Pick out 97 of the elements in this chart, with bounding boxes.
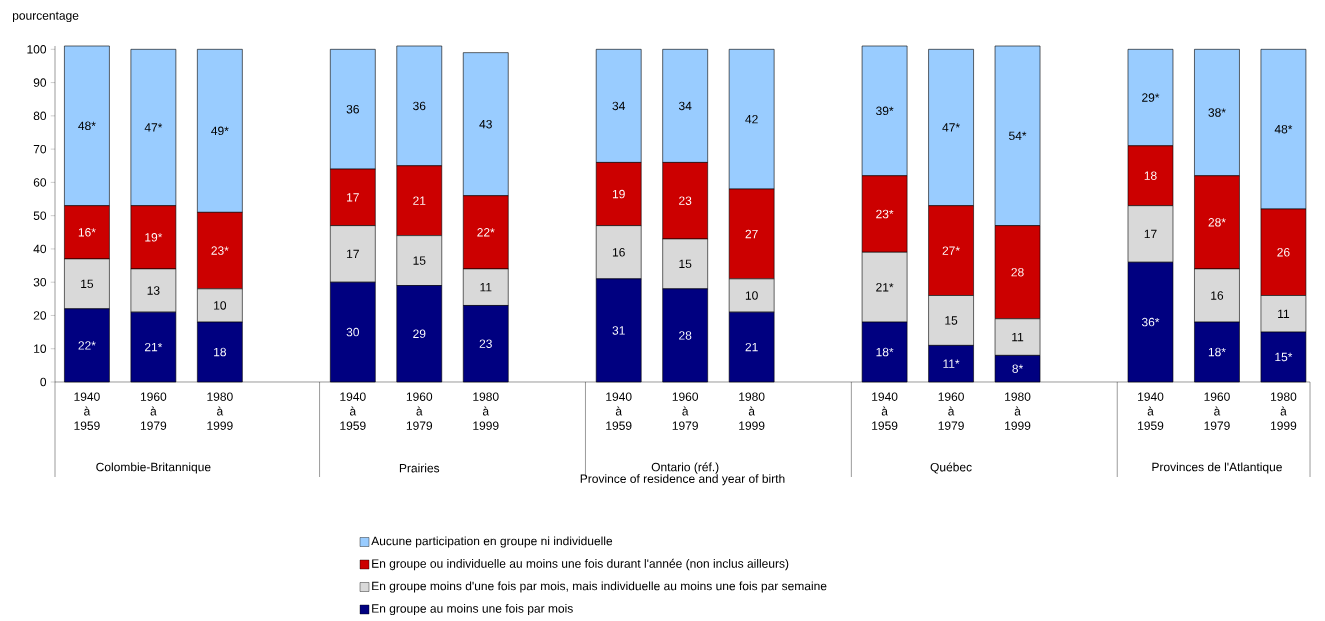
data-label: 34 (612, 101, 626, 111)
data-label: 17 (1144, 229, 1157, 239)
x-tick-label: 1960 à 1979 (672, 392, 699, 430)
legend-label: En groupe ou individuelle au moins une fois durant l'année (non inclus ailleurs) (372, 558, 789, 571)
data-label: 23* (876, 209, 894, 219)
y-tick-label: 10 (34, 344, 47, 353)
data-label: 36 (346, 104, 359, 114)
y-tick-label: 50 (33, 211, 47, 220)
data-label: 26 (1277, 248, 1290, 257)
y-tick-label: 20 (33, 311, 47, 320)
data-label: 8* (1012, 364, 1024, 373)
text: Colombie-Britannique (96, 462, 211, 474)
data-label: 11 (1012, 332, 1024, 342)
x-tick-label: 1980 à 1999 (207, 392, 233, 430)
data-label: 48* (1274, 124, 1293, 134)
data-label: 18* (876, 347, 894, 357)
data-label: 19* (145, 233, 163, 242)
x-tick-label: 1940 à 1959 (1138, 392, 1164, 430)
data-label: 10 (745, 291, 758, 300)
data-label: 34 (678, 101, 692, 111)
data-label: 13 (147, 286, 160, 295)
data-label: 21* (144, 342, 163, 352)
data-label: 31 (612, 326, 625, 335)
legend-label: En groupe moins d'une fois par mois, mais individuelle au moins une fois par semaine (372, 581, 827, 593)
x-tick-label: 1940 à 1959 (606, 392, 632, 430)
data-label: 22* (78, 341, 96, 350)
data-label: 38* (1208, 108, 1226, 117)
data-label: 29* (1142, 93, 1160, 102)
data-label: 11* (943, 359, 960, 368)
data-label: 28 (1011, 267, 1024, 277)
y-axis-title: pourcentage (12, 11, 79, 23)
data-label: 48* (78, 121, 96, 131)
x-tick-label: 1940 à 1959 (872, 392, 898, 430)
data-label: 21* (876, 283, 894, 292)
data-label: 18 (1144, 171, 1157, 180)
data-label: 39* (876, 106, 894, 116)
data-label: 15* (1275, 352, 1293, 362)
data-label: 27 (745, 229, 758, 239)
legend-label: Aucune participation en groupe ni individuelle (371, 536, 613, 548)
data-label: 27* (942, 246, 960, 255)
x-tick-label: 1960 à 1979 (938, 392, 964, 430)
y-tick-label: 0 (40, 377, 47, 387)
data-label: 15 (945, 316, 958, 325)
data-label: 11 (480, 283, 492, 292)
x-tick-label: 1960 à 1979 (140, 392, 167, 430)
data-label: 15 (413, 256, 426, 265)
y-tick-label: 80 (33, 111, 47, 121)
data-label: 23 (479, 339, 492, 348)
x-tick-label: 1940 à 1959 (74, 392, 100, 430)
x-tick-label: 1940 à 1959 (340, 392, 366, 430)
data-label: 49* (211, 126, 229, 136)
x-tick-label: 1980 à 1999 (1005, 392, 1031, 430)
data-label: 16 (1211, 291, 1224, 300)
data-label: 18* (1208, 347, 1226, 357)
text: Provinces de l'Atlantique (1152, 462, 1282, 474)
x-axis-title: Province of residence and year of birth (580, 474, 785, 486)
y-tick-label: 100 (27, 45, 47, 54)
y-tick-label: 40 (33, 244, 47, 254)
x-tick-label: 1980 à 1999 (739, 392, 765, 430)
data-label: 42 (745, 115, 758, 124)
data-label: 23 (679, 196, 692, 205)
y-tick-label: 70 (33, 144, 47, 154)
x-tick-label: 1960 à 1979 (1204, 392, 1230, 430)
data-label: 36 (413, 101, 426, 111)
x-tick-label: 1980 à 1999 (1271, 392, 1297, 430)
data-label: 28 (679, 331, 692, 340)
text: Prairies (399, 463, 440, 473)
data-label: 17 (347, 193, 359, 202)
x-tick-label: 1960 à 1979 (406, 392, 433, 430)
y-tick-label: 60 (33, 178, 47, 187)
x-tick-label: 1980 à 1999 (473, 392, 499, 430)
data-label: 23* (211, 246, 229, 255)
legend-label: En groupe au moins une fois par mois (372, 603, 573, 616)
data-label: 36* (1141, 317, 1160, 327)
data-label: 10 (214, 301, 227, 310)
data-label: 29 (413, 329, 426, 339)
y-tick-label: 30 (33, 277, 47, 287)
data-label: 47* (942, 123, 960, 132)
text: Ontario (réf.) (651, 462, 719, 474)
data-label: 16 (612, 248, 625, 257)
y-tick-label: 90 (33, 78, 47, 87)
data-label: 15 (81, 279, 94, 289)
data-label: 43 (479, 119, 492, 129)
text: Québec (930, 462, 972, 474)
data-label: 21 (413, 196, 426, 205)
data-label: 47* (144, 123, 163, 132)
data-label: 18 (214, 347, 227, 357)
data-label: 21 (745, 342, 758, 352)
data-label: 17 (347, 249, 359, 259)
data-label: 22* (477, 228, 495, 237)
data-label: 19 (612, 189, 625, 199)
data-label: 11 (1278, 309, 1290, 318)
data-label: 30 (346, 327, 360, 337)
data-label: 16* (78, 228, 96, 237)
data-label: 54* (1009, 131, 1027, 141)
data-label: 15 (679, 259, 692, 269)
data-label: 28* (1208, 218, 1226, 227)
